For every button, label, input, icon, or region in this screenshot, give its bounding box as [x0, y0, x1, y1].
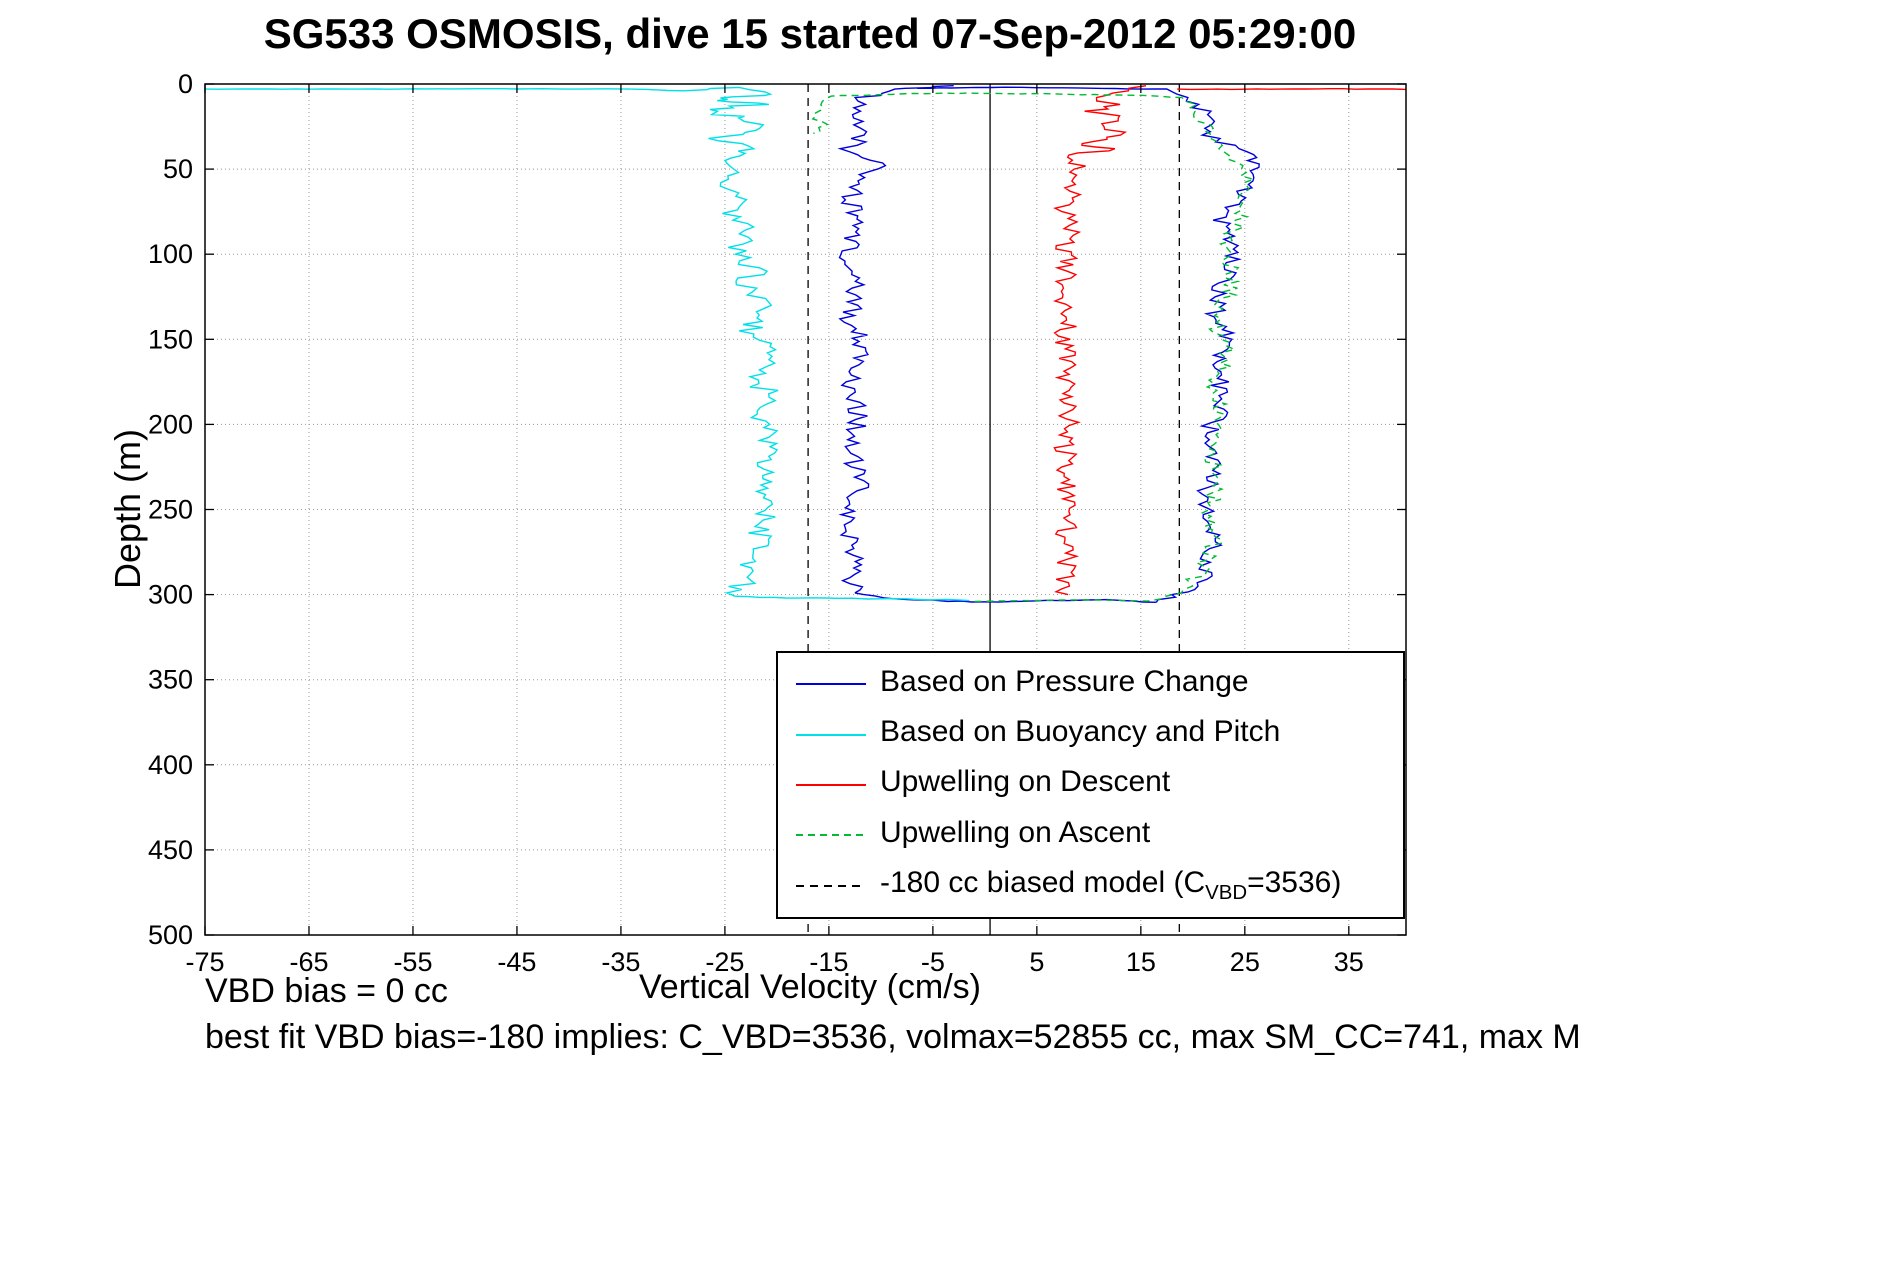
legend-item: Upwelling on Ascent: [778, 816, 1403, 855]
y-tick-label: 300: [148, 580, 193, 610]
legend-item-label: -180 cc biased model (CVBD=3536): [880, 866, 1342, 905]
legend-line-sample-ascent-upwelling: [796, 834, 866, 837]
legend: Based on Pressure Change Based on Buoyan…: [776, 651, 1405, 919]
best-fit-annotation: best fit VBD bias=-180 implies: C_VBD=35…: [205, 1018, 1581, 1056]
x-tick-label: -15: [809, 947, 848, 977]
y-tick-label: 450: [148, 835, 193, 865]
x-tick-label: -45: [497, 947, 536, 977]
y-tick-label: 50: [163, 154, 193, 184]
x-tick-label: 35: [1334, 947, 1364, 977]
series-buoyancy: [631, 86, 779, 597]
legend-line-sample-pressure: [796, 683, 866, 686]
x-tick-label: -25: [705, 947, 744, 977]
x-tick-label: 25: [1230, 947, 1260, 977]
x-tick-label: 5: [1029, 947, 1044, 977]
legend-item-label: Upwelling on Ascent: [880, 815, 1151, 849]
legend-line-sample-descent-upwelling: [796, 783, 866, 786]
x-tick-label: -55: [393, 947, 432, 977]
y-tick-label: 250: [148, 495, 193, 525]
series-descent-upwelling: [1053, 85, 1147, 596]
series-ascent-upwelling: [974, 97, 1257, 603]
legend-item: Upwelling on Descent: [778, 765, 1403, 804]
x-tick-label: -65: [289, 947, 328, 977]
legend-line-sample-buoyancy: [796, 733, 866, 736]
legend-item: Based on Pressure Change: [778, 665, 1403, 704]
y-tick-label: 200: [148, 409, 193, 439]
x-tick-label: -5: [921, 947, 945, 977]
series-ascent-upwelling: [811, 92, 1183, 135]
chart-title: SG533 OSMOSIS, dive 15 started 07-Sep-20…: [263, 10, 1357, 57]
series-descent-upwelling: [1177, 88, 1407, 91]
x-tick-label: -35: [601, 947, 640, 977]
series-buoyancy: [735, 595, 970, 602]
x-axis-label: Vertical Velocity (cm/s): [639, 968, 981, 1006]
series-buoyancy: [204, 87, 632, 90]
series-pressure: [837, 85, 954, 594]
series-pressure: [917, 86, 1178, 95]
y-tick-label: 0: [178, 69, 193, 99]
y-tick-label: 350: [148, 665, 193, 695]
y-tick-label: 100: [148, 239, 193, 269]
y-tick-label: 500: [148, 920, 193, 950]
x-tick-label: -75: [185, 947, 224, 977]
y-tick-label: 150: [148, 324, 193, 354]
legend-item-label: Based on Buoyancy and Pitch: [880, 715, 1281, 749]
legend-item: Based on Buoyancy and Pitch: [778, 715, 1403, 754]
legend-item: -180 cc biased model (CVBD=3536): [778, 866, 1403, 905]
legend-item-label: Upwelling on Descent: [880, 765, 1171, 799]
x-tick-label: 15: [1126, 947, 1156, 977]
legend-item-label: Based on Pressure Change: [880, 664, 1249, 698]
vbd-bias-annotation: VBD bias = 0 cc: [205, 972, 448, 1010]
legend-line-sample-biased-model: [796, 884, 866, 887]
y-tick-label: 400: [148, 750, 193, 780]
